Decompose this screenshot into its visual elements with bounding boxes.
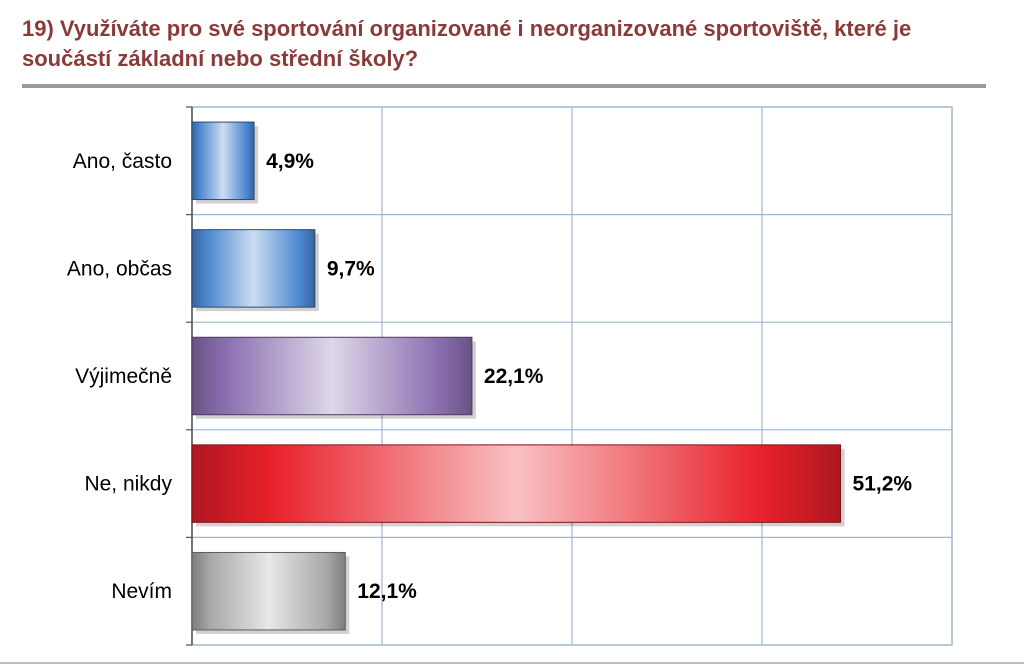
- category-label: Ne, nikdy: [84, 473, 172, 496]
- category-label: Výjimečně: [75, 365, 172, 388]
- bar-layer: [191, 121, 845, 634]
- footer-divider: [0, 662, 1024, 664]
- value-label: 12,1%: [357, 580, 417, 603]
- value-label: 22,1%: [484, 365, 544, 388]
- value-label: 51,2%: [853, 473, 913, 496]
- value-label: 4,9%: [266, 150, 314, 173]
- bar: [191, 336, 473, 416]
- category-label: Ano, často: [73, 150, 172, 173]
- bar: [191, 229, 316, 308]
- label-layer: Ano, často 4,9% Ano, občas 9,7% Výjimečně 22,…: [67, 150, 912, 603]
- category-label: Ano, občas: [67, 257, 172, 280]
- value-label: 9,7%: [327, 257, 375, 280]
- bar: [191, 121, 255, 201]
- bar: [191, 444, 842, 523]
- chart-title: 19) Využíváte pro své sportování organiz…: [22, 16, 912, 71]
- bar: [191, 551, 346, 631]
- category-label: Nevím: [111, 580, 172, 603]
- title-divider: [22, 84, 986, 88]
